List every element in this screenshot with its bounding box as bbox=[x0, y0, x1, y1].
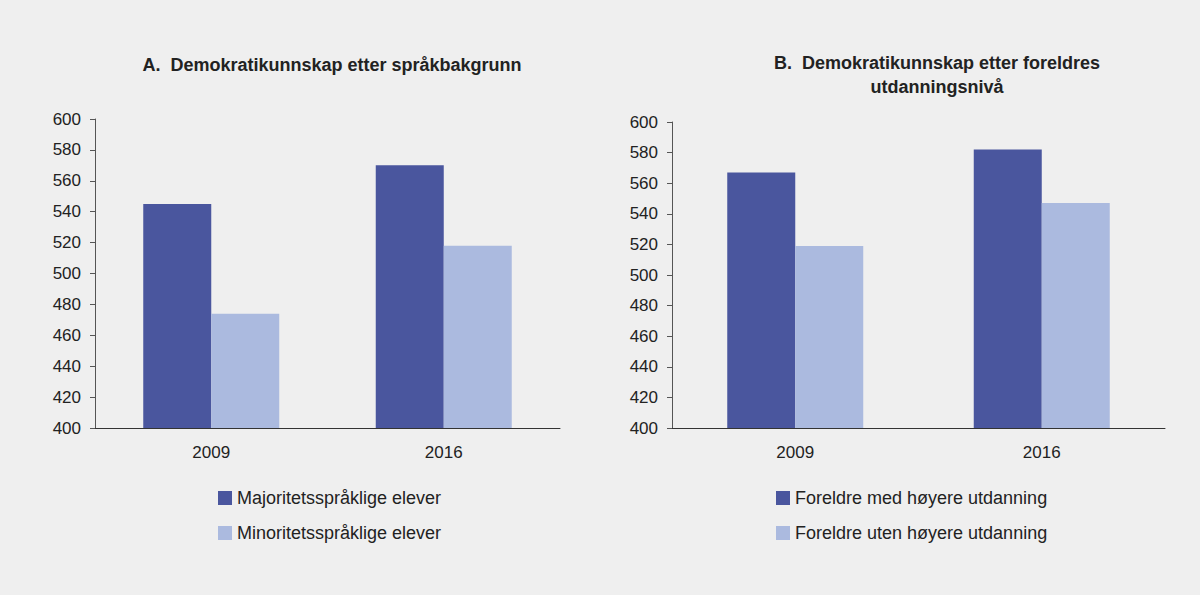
svg-text:utdanningsnivå: utdanningsnivå bbox=[870, 77, 1004, 97]
svg-text:Foreldre med høyere utdanning: Foreldre med høyere utdanning bbox=[795, 488, 1047, 508]
svg-text:480: 480 bbox=[630, 296, 658, 315]
svg-text:520: 520 bbox=[53, 233, 81, 252]
svg-text:400: 400 bbox=[53, 419, 81, 438]
svg-text:2016: 2016 bbox=[425, 443, 463, 462]
svg-text:500: 500 bbox=[53, 264, 81, 283]
svg-text:540: 540 bbox=[630, 204, 658, 223]
svg-text:2016: 2016 bbox=[1023, 443, 1061, 462]
svg-text:400: 400 bbox=[630, 419, 658, 438]
svg-text:420: 420 bbox=[630, 388, 658, 407]
svg-text:460: 460 bbox=[630, 327, 658, 346]
svg-text:440: 440 bbox=[630, 357, 658, 376]
svg-text:Majoritetsspråklige elever: Majoritetsspråklige elever bbox=[237, 488, 441, 508]
svg-text:500: 500 bbox=[630, 266, 658, 285]
svg-text:B. Demokratikunnskap etter fo: B. Demokratikunnskap etter foreldres bbox=[774, 53, 1100, 73]
svg-text:520: 520 bbox=[630, 235, 658, 254]
svg-text:560: 560 bbox=[630, 174, 658, 193]
svg-text:540: 540 bbox=[53, 202, 81, 221]
svg-text:600: 600 bbox=[53, 110, 81, 129]
svg-text:2009: 2009 bbox=[192, 443, 230, 462]
svg-text:Minoritetsspråklige elever: Minoritetsspråklige elever bbox=[237, 523, 441, 543]
svg-text:580: 580 bbox=[53, 140, 81, 159]
svg-text:420: 420 bbox=[53, 388, 81, 407]
svg-text:A. Demokratikunnskap etter sp: A. Demokratikunnskap etter språkbakgrunn bbox=[142, 55, 521, 75]
svg-text:480: 480 bbox=[53, 295, 81, 314]
svg-text:440: 440 bbox=[53, 357, 81, 376]
svg-text:2009: 2009 bbox=[776, 443, 814, 462]
svg-text:580: 580 bbox=[630, 143, 658, 162]
svg-text:Foreldre uten høyere utdanning: Foreldre uten høyere utdanning bbox=[795, 523, 1047, 543]
svg-text:600: 600 bbox=[630, 113, 658, 132]
svg-text:460: 460 bbox=[53, 326, 81, 345]
svg-text:560: 560 bbox=[53, 171, 81, 190]
